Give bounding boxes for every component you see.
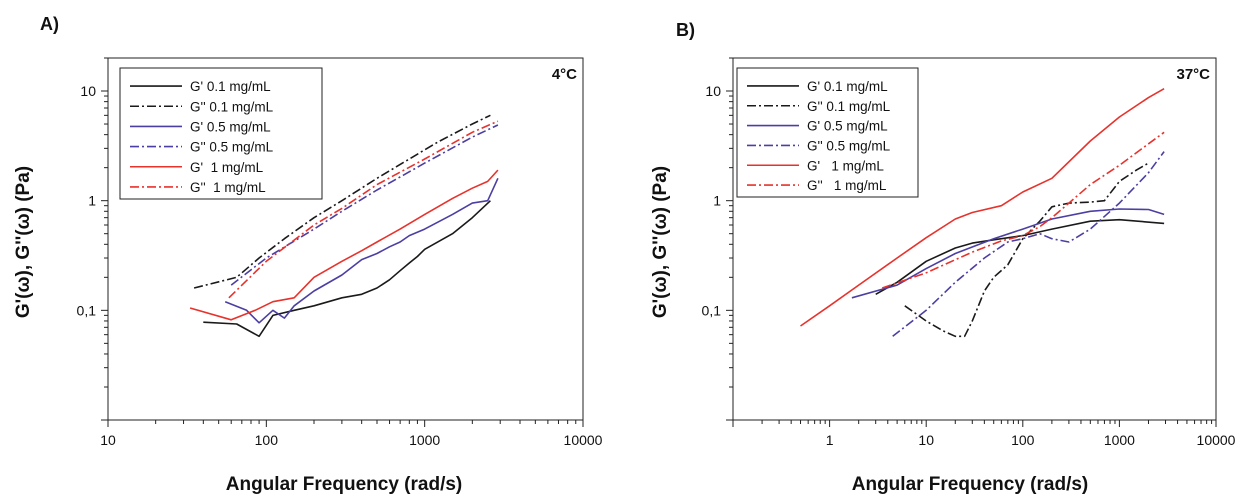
panel-b-legend-label: G' 1 mg/mL xyxy=(807,158,884,173)
panel-a-y-tick-label: 10 xyxy=(80,83,96,99)
panel-a-x-tick-label: 1000 xyxy=(409,432,440,448)
panel-b-legend: G' 0.1 mg/mL G'' 0.1 mg/mL G' 0.5 mg/mL G''… xyxy=(736,67,919,198)
panel-b-series-line-6 xyxy=(881,131,1165,289)
panel-b-legend-box xyxy=(736,67,919,198)
panel-a-y-tick-label: 1 xyxy=(88,193,96,209)
panel-a-y-axis-label: G'(ω), G''(ω) (Pa) xyxy=(13,166,34,318)
panel-a-series-line-6 xyxy=(228,120,499,299)
panel-b-series-line-5 xyxy=(800,88,1165,327)
panel-a-series-line-2 xyxy=(193,114,491,289)
panel-a-series-line-1 xyxy=(203,200,491,338)
panel-b-y-axis-label: G'(ω), G''(ω) (Pa) xyxy=(650,166,671,318)
panel-a-legend-label: G' 0.5 mg/mL xyxy=(190,119,271,134)
panel-a-legend-label: G'' 0.5 mg/mL xyxy=(190,140,274,155)
panel-b-y-tick-label: 0,1 xyxy=(702,302,722,318)
panel-b-temperature: 37°C xyxy=(1176,66,1210,83)
panel-a-legend-label: G'' 0.1 mg/mL xyxy=(190,99,274,114)
panel-a-x-axis-label: Angular Frequency (rad/s) xyxy=(226,474,463,495)
panel-a-x-tick-label: 10 xyxy=(100,432,116,448)
panel-a-series-line-5 xyxy=(189,169,499,321)
panel-b: B) 37°C G'(ω), G''(ω) (Pa) Angular Frequ… xyxy=(650,20,1236,495)
panel-b-label: B) xyxy=(676,20,695,40)
panel-b-series-line-2 xyxy=(904,162,1149,338)
panel-a-legend-label: G' 1 mg/mL xyxy=(190,160,264,175)
panel-b-legend-label: G' 0.1 mg/mL xyxy=(807,79,888,94)
panel-b-frame xyxy=(732,57,1217,421)
panel-a-x-tick-label: 10000 xyxy=(564,432,603,448)
panel-b-x-tick-label: 1000 xyxy=(1104,432,1135,448)
panel-a-series-line-4 xyxy=(230,124,499,286)
panel-b-legend-label: G'' 0.5 mg/mL xyxy=(807,138,891,153)
panel-b-legend-label: G'' 0.1 mg/mL xyxy=(807,99,891,114)
panel-a-legend-label: G' 0.1 mg/mL xyxy=(190,79,271,94)
panel-a-frame xyxy=(107,57,584,421)
panel-b-x-tick-label: 10000 xyxy=(1197,432,1236,448)
panel-b-x-tick-label: 10 xyxy=(918,432,934,448)
panel-a-x-tick-label: 100 xyxy=(255,432,279,448)
panel-b-y-tick-label: 1 xyxy=(713,193,721,209)
panel-a: A) 4°C G'(ω), G''(ω) (Pa) Angular Freque… xyxy=(13,14,603,495)
panel-b-series-line-3 xyxy=(851,208,1165,299)
panel-b-y-tick-label: 10 xyxy=(705,83,721,99)
panel-b-x-tick-label: 100 xyxy=(1011,432,1035,448)
panel-b-series-line-4 xyxy=(892,151,1165,337)
panel-a-legend-label: G'' 1 mg/mL xyxy=(190,180,266,195)
panel-a-legend: G' 0.1 mg/mL G'' 0.1 mg/mL G' 0.5 mg/mL G''… xyxy=(119,67,323,200)
panel-a-plot-area: 10 100 1000 10000 0,1 1 10 G' 0.1 mg/mL G'' 0.1 … xyxy=(77,57,603,448)
panel-b-x-tick-label: 1 xyxy=(826,432,834,448)
panel-a-legend-box xyxy=(119,67,323,200)
panel-b-legend-label: G' 0.5 mg/mL xyxy=(807,119,888,134)
panel-a-label: A) xyxy=(40,14,59,34)
panel-a-y-tick-label: 0,1 xyxy=(77,302,97,318)
panel-b-legend-label: G'' 1 mg/mL xyxy=(807,178,887,193)
panel-a-temperature: 4°C xyxy=(552,66,577,83)
panel-b-x-axis-label: Angular Frequency (rad/s) xyxy=(852,474,1089,495)
panel-b-plot-area: 1 10 100 1000 10000 0,1 1 10 G' 0.1 mg/mL G'' 0.1… xyxy=(702,57,1236,448)
panel-a-series-line-3 xyxy=(224,177,499,324)
